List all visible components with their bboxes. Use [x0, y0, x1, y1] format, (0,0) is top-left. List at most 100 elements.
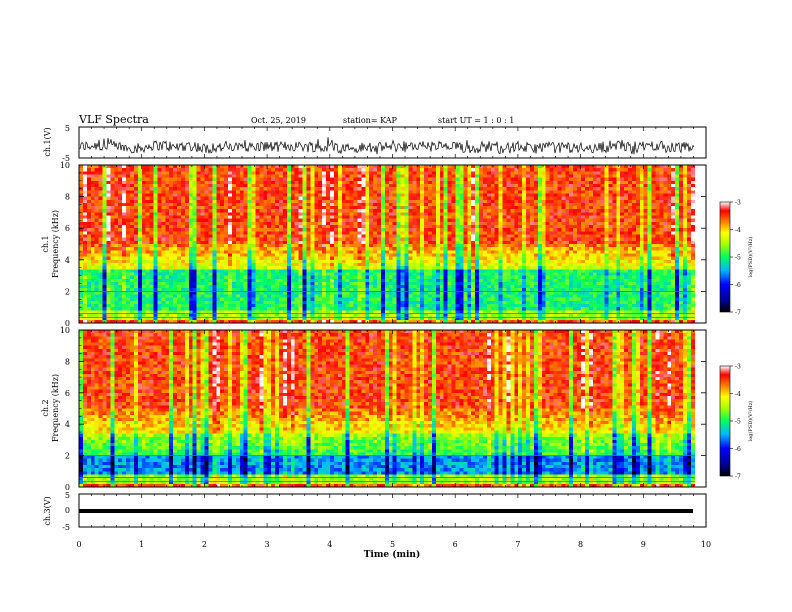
spectrogram-cell — [279, 218, 284, 223]
spectrogram-cell — [408, 206, 413, 210]
spectrogram-cell — [279, 168, 284, 172]
spectrogram-cell — [271, 253, 276, 258]
spectrogram-cell — [169, 202, 174, 207]
spectrogram-cell — [377, 262, 382, 267]
spectrogram-cell — [380, 256, 386, 261]
spectrogram-cell — [361, 206, 366, 210]
spectrogram-cell — [180, 278, 186, 283]
spectrogram-cell — [369, 250, 374, 254]
spectrogram-cell — [326, 247, 331, 251]
spectrogram-cell — [333, 304, 339, 308]
spectrogram-cell — [122, 288, 127, 292]
spectrogram-cell — [82, 281, 88, 286]
spectrogram-cell — [129, 231, 135, 235]
spectrogram-cell — [443, 183, 449, 188]
spectrogram-cell — [408, 304, 413, 308]
spectrogram-cell — [153, 231, 158, 235]
spectrogram-cell — [184, 165, 190, 169]
spectrogram-cell — [314, 177, 319, 182]
spectrogram-cell — [404, 231, 409, 235]
spectrogram-cell — [90, 190, 96, 194]
spectrogram-cell — [373, 171, 378, 175]
spectrogram-cell — [392, 285, 398, 289]
spectrogram-cell — [98, 187, 103, 191]
spectrogram-cell — [388, 240, 394, 245]
spectrogram-cell — [192, 313, 198, 318]
spectrogram-cell — [220, 168, 225, 172]
spectrogram-cell — [333, 196, 339, 201]
spectrogram-cell — [271, 196, 276, 201]
spectrogram-cell — [126, 196, 131, 201]
spectrogram-cell — [420, 234, 425, 239]
spectrogram-cell — [310, 278, 315, 283]
spectrogram-cell — [149, 237, 154, 242]
spectrogram-cell — [224, 288, 229, 292]
spectrogram-cell — [380, 310, 386, 314]
spectrogram-cell — [208, 168, 213, 172]
spectrogram-cell — [251, 307, 256, 311]
spectrogram-cell — [384, 294, 390, 299]
spectrogram-cell — [424, 272, 429, 276]
spectrogram-cell — [275, 168, 280, 172]
spectrogram-cell — [106, 180, 111, 185]
spectrogram-cell — [102, 281, 107, 286]
spectrogram-cell — [228, 297, 233, 302]
spectrogram-cell — [333, 215, 339, 220]
spectrogram-cell — [153, 234, 158, 239]
spectrogram-cell — [243, 225, 249, 229]
spectrogram-cell — [286, 202, 292, 207]
spectrogram-cell — [82, 177, 88, 182]
spectrogram-cell — [286, 316, 292, 321]
spectrogram-cell — [349, 221, 354, 226]
spectrogram-cell — [216, 221, 221, 226]
spectrogram-cell — [235, 300, 241, 305]
spectrogram-cell — [345, 266, 350, 270]
spectrogram-cell — [322, 291, 327, 295]
spectrogram-cell — [224, 275, 229, 280]
spectrogram-cell — [384, 177, 390, 182]
spectrogram-cell — [82, 313, 88, 318]
spectrogram-cell — [239, 304, 245, 308]
spectrogram-cell — [267, 187, 272, 191]
spectrogram-cell — [228, 231, 233, 235]
spectrogram-cell — [204, 272, 209, 276]
spectrogram-cell — [428, 288, 433, 292]
spectrogram-cell — [267, 190, 272, 194]
spectrogram-cell — [435, 313, 441, 318]
spectrogram-cell — [129, 300, 135, 305]
spectrogram-cell — [455, 231, 460, 235]
spectrogram-cell — [122, 281, 127, 286]
spectrogram-cell — [373, 272, 378, 276]
spectrogram-cell — [424, 165, 429, 169]
spectrogram-cell — [428, 193, 433, 197]
spectrogram-cell — [129, 256, 135, 261]
spectrogram-cell — [345, 187, 350, 191]
spectrogram-cell — [463, 247, 468, 251]
spectrogram-cell — [322, 278, 327, 283]
spectrogram-cell — [439, 209, 445, 213]
spectrogram-cell — [298, 218, 303, 223]
spectrogram-cell — [208, 319, 213, 324]
spectrogram-cell — [377, 297, 382, 302]
spectrogram-cell — [282, 272, 288, 276]
spectrogram-cell — [467, 240, 472, 245]
spectrogram-cell — [271, 212, 276, 216]
spectrogram-cell — [212, 256, 217, 261]
spectrogram-cell — [177, 196, 182, 201]
spectrogram-cell — [314, 171, 319, 175]
spectrogram-cell — [271, 272, 276, 276]
spectrogram-cell — [373, 174, 378, 179]
spectrogram-cell — [165, 174, 170, 179]
spectrogram-cell — [416, 313, 421, 318]
spectrogram-cell — [361, 291, 366, 295]
spectrogram-cell — [400, 266, 405, 270]
spectrogram-cell — [290, 209, 296, 213]
spectrogram-cell — [251, 304, 256, 308]
spectrogram-cell — [133, 218, 139, 223]
spectrogram-cell — [400, 171, 405, 175]
spectrogram-cell — [267, 165, 272, 169]
spectrogram-cell — [79, 253, 84, 258]
spectrogram-cell — [345, 196, 350, 201]
spectrogram-cell — [247, 240, 252, 245]
spectrogram-cell — [388, 294, 394, 299]
